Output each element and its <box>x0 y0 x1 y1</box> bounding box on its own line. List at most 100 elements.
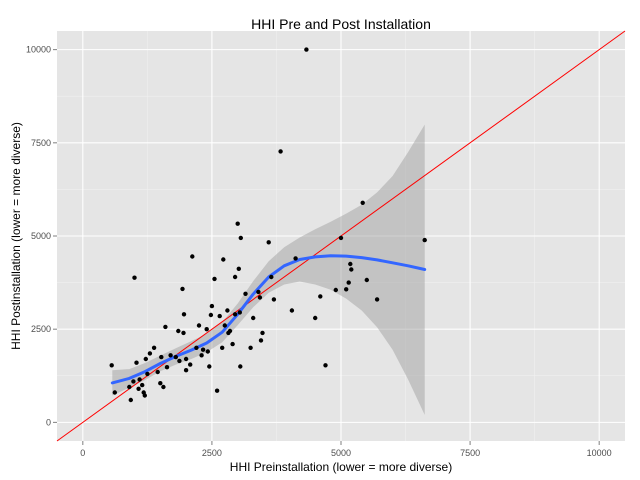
x-tick-label: 2500 <box>202 448 222 458</box>
data-point <box>112 390 118 395</box>
data-point <box>127 384 132 390</box>
data-point <box>258 338 264 343</box>
y-tick-label: 5000 <box>31 231 51 241</box>
data-point <box>145 371 150 377</box>
x-tick-label: 7500 <box>460 448 480 458</box>
data-point <box>177 358 182 364</box>
data-point <box>209 303 215 309</box>
data-point <box>269 274 274 280</box>
data-point <box>318 294 323 299</box>
data-point <box>164 365 170 370</box>
data-point <box>132 275 137 280</box>
data-point <box>140 382 145 388</box>
data-point <box>161 384 166 390</box>
x-axis-ticks: 0 2500 5000 7500 10000 <box>80 441 612 458</box>
data-point <box>143 356 148 362</box>
data-point <box>238 364 243 369</box>
data-point <box>348 261 353 267</box>
data-point <box>344 287 349 292</box>
data-point <box>212 276 217 282</box>
data-point <box>158 381 163 386</box>
data-point <box>313 315 318 321</box>
data-point <box>163 324 168 330</box>
y-axis-ticks: 0 2500 5000 7500 10000 <box>26 45 57 427</box>
data-point <box>188 362 193 367</box>
data-point <box>256 289 261 295</box>
data-point <box>183 356 189 362</box>
data-point <box>222 323 227 328</box>
data-point <box>238 235 243 241</box>
y-axis-label: HHI Postinstallation (lower = more diver… <box>9 122 23 350</box>
data-point <box>227 328 233 334</box>
data-point <box>232 274 238 280</box>
data-points <box>109 47 427 403</box>
data-point <box>338 235 344 241</box>
data-point <box>349 267 354 272</box>
data-point <box>142 393 147 398</box>
data-point <box>257 295 263 300</box>
data-point <box>194 345 199 350</box>
data-point <box>155 369 160 375</box>
data-point <box>181 312 187 317</box>
data-point <box>181 330 186 336</box>
data-point <box>128 397 133 403</box>
data-point <box>151 345 157 350</box>
y-tick-label: 0 <box>46 417 51 427</box>
data-point <box>237 310 242 315</box>
data-point <box>205 349 210 354</box>
data-point <box>168 353 173 358</box>
y-tick-label: 2500 <box>31 324 51 334</box>
data-point <box>173 354 178 360</box>
data-point <box>131 379 136 384</box>
data-point <box>251 315 256 321</box>
x-tick-label: 5000 <box>331 448 351 458</box>
x-tick-label: 10000 <box>587 448 612 458</box>
data-point <box>196 323 202 328</box>
data-point <box>248 345 253 350</box>
data-point <box>235 221 240 226</box>
data-point <box>293 256 298 261</box>
data-point <box>137 377 142 382</box>
data-point <box>360 200 365 205</box>
data-point <box>220 345 225 350</box>
data-point <box>204 327 209 332</box>
x-tick-label: 0 <box>80 448 85 458</box>
chart-title: HHI Pre and Post Installation <box>251 16 431 32</box>
x-axis-label: HHI Preinstallation (lower = more divers… <box>230 460 452 474</box>
data-point <box>136 386 141 391</box>
data-point <box>260 330 265 336</box>
data-point <box>230 341 235 347</box>
y-tick-label: 7500 <box>31 138 51 148</box>
data-point <box>278 149 283 154</box>
data-point <box>200 347 206 352</box>
y-tick-label: 10000 <box>26 45 51 55</box>
data-point <box>323 363 328 368</box>
data-point <box>333 287 338 293</box>
data-point <box>147 351 153 356</box>
smooth-line <box>110 254 427 385</box>
data-point <box>208 312 214 318</box>
data-point <box>304 47 309 52</box>
data-point <box>346 280 351 285</box>
confidence-band-area <box>112 124 425 415</box>
data-point <box>176 328 181 334</box>
data-point <box>225 308 230 313</box>
data-point <box>199 353 204 358</box>
data-point <box>180 286 185 292</box>
data-point <box>232 312 238 317</box>
data-point <box>266 240 271 245</box>
data-point <box>109 363 114 368</box>
data-point <box>422 237 427 243</box>
data-point <box>236 266 241 271</box>
data-point <box>364 277 369 283</box>
data-point <box>159 354 164 360</box>
data-point <box>374 297 380 302</box>
data-point <box>221 257 226 262</box>
data-point <box>289 308 295 313</box>
data-point <box>207 364 212 369</box>
data-point <box>134 360 139 365</box>
data-point <box>217 313 222 319</box>
data-point <box>243 291 248 296</box>
data-point <box>183 368 189 373</box>
